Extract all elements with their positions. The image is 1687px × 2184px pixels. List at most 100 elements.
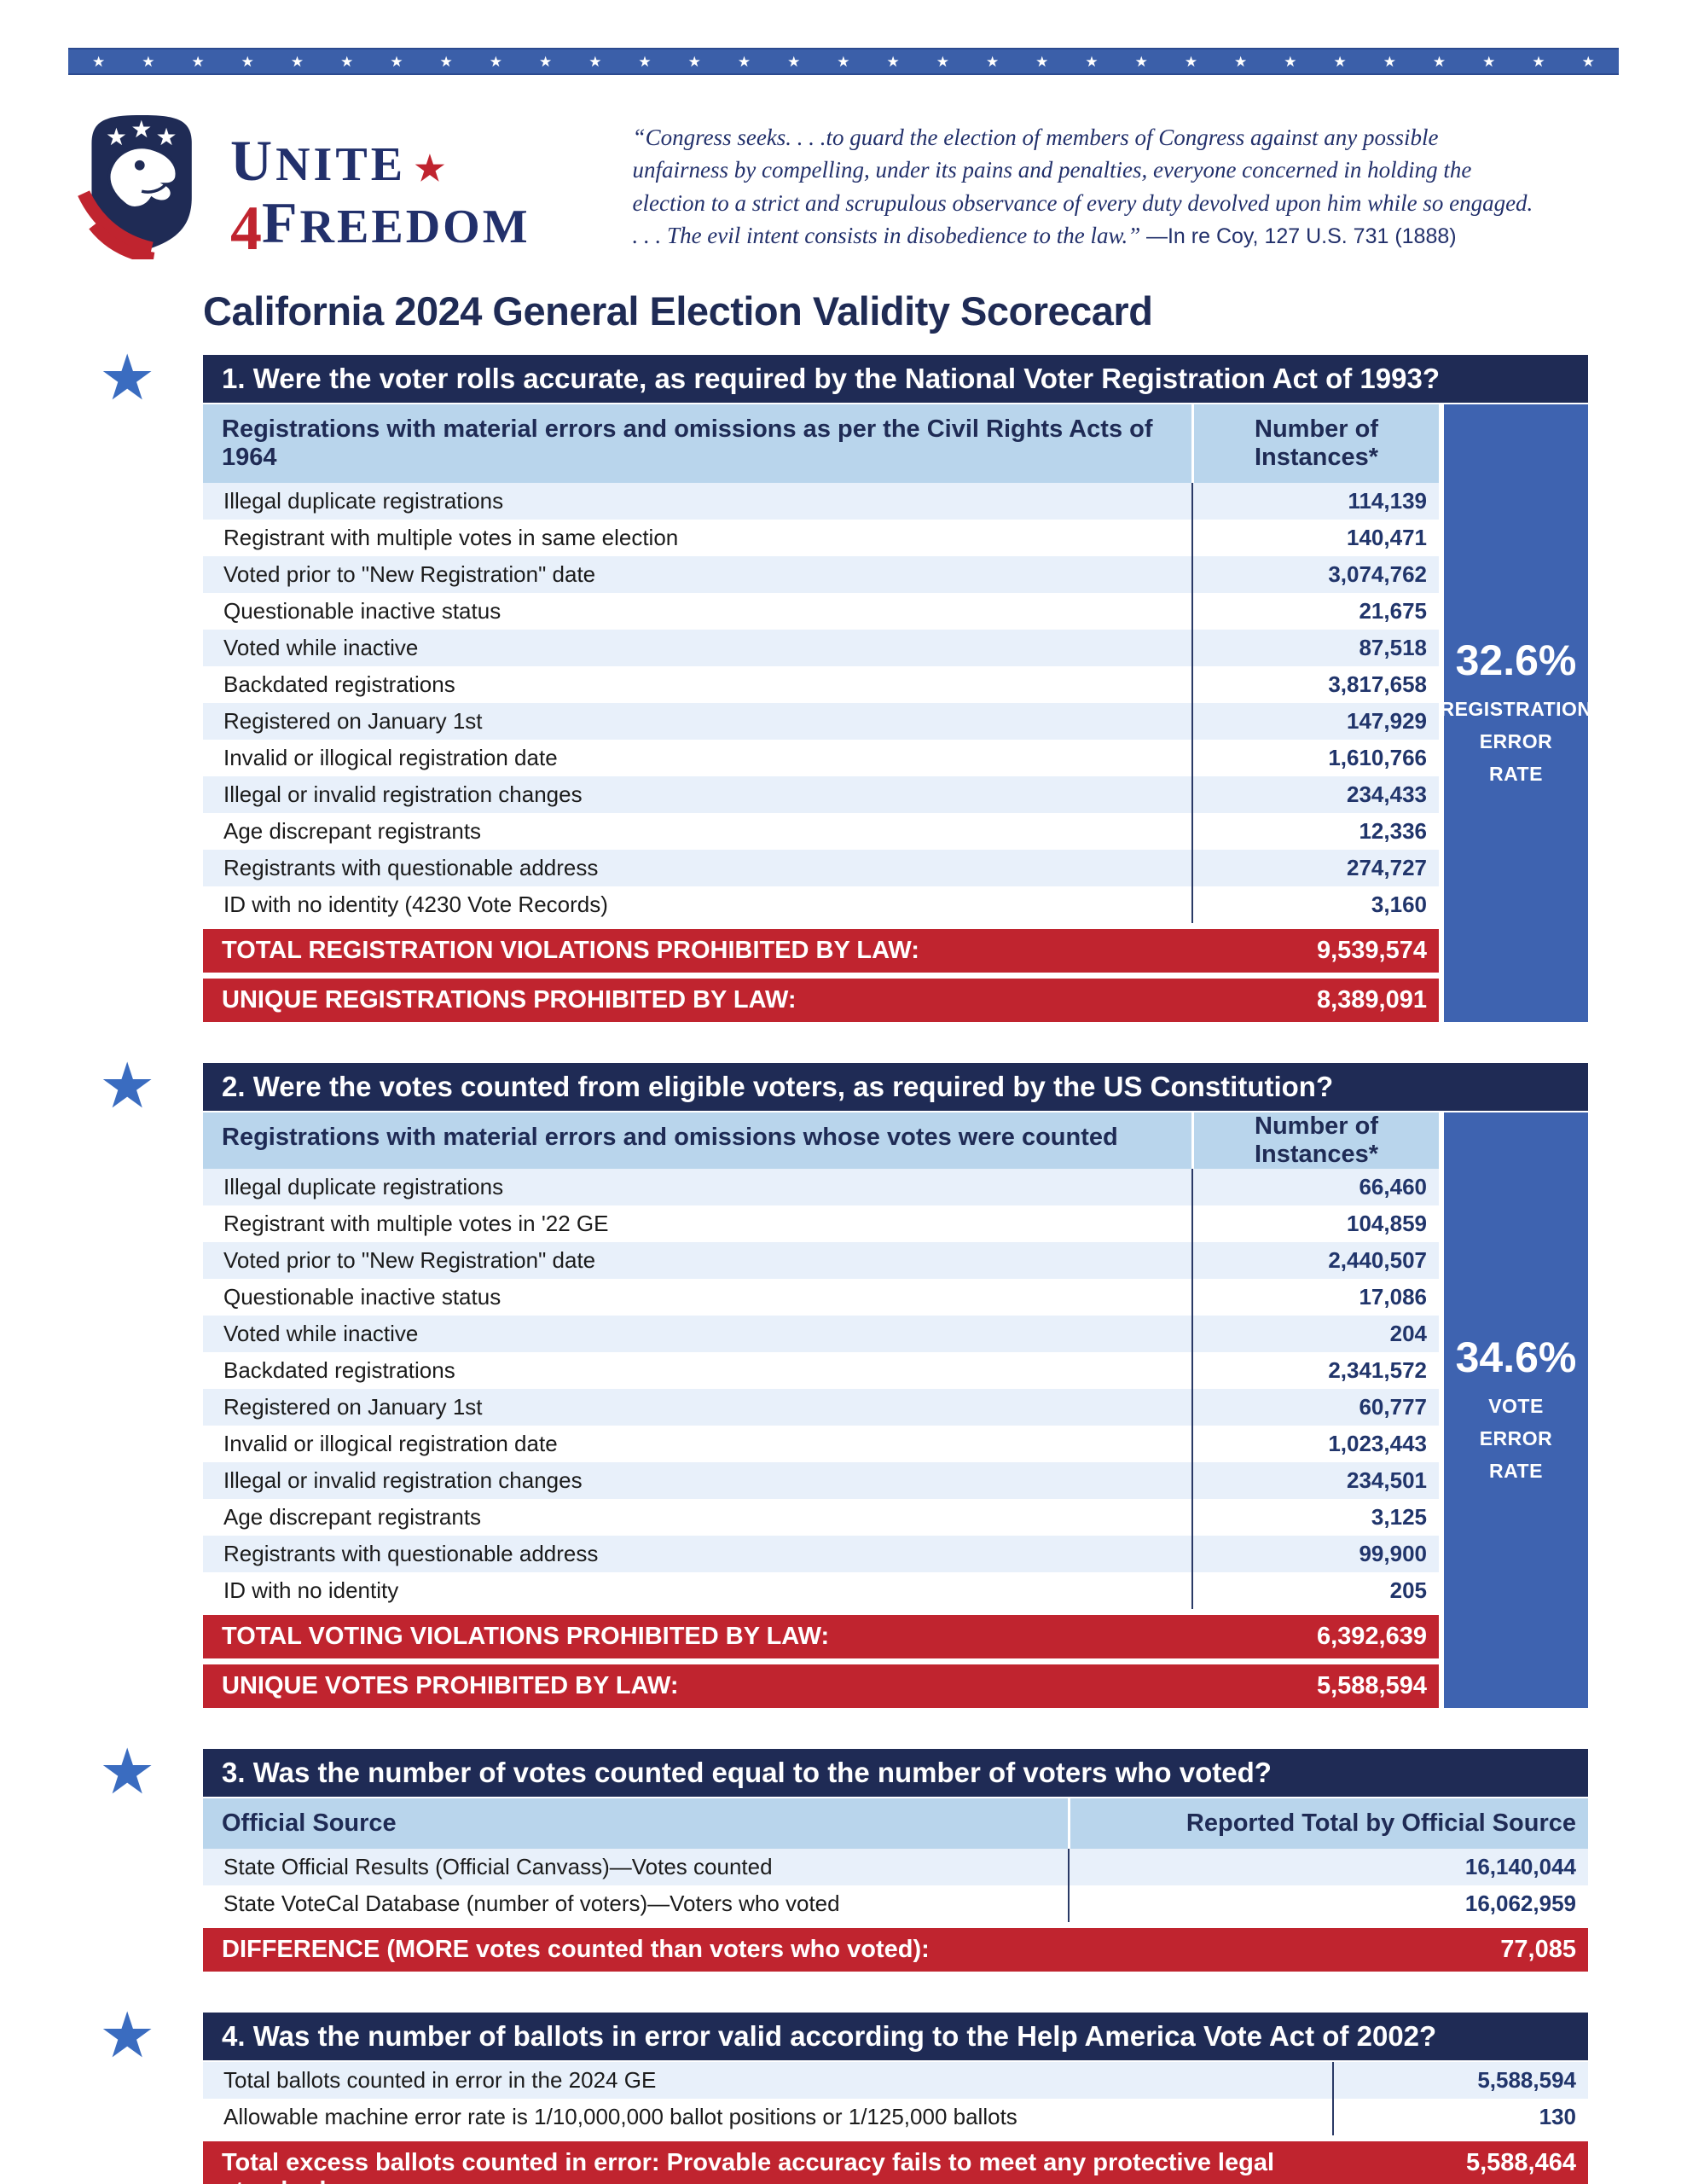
svg-text:★: ★ <box>106 124 127 150</box>
star-icon: ★ <box>687 53 701 70</box>
logo-digit-4: 4 <box>230 194 262 264</box>
logo-word-unite: Unite ★ <box>230 128 449 193</box>
row-label: Illegal or invalid registration changes <box>223 1467 583 1493</box>
table-row: State Official Results (Official Canvass… <box>203 1849 1588 1885</box>
svg-text:★: ★ <box>156 124 177 150</box>
star-icon: ★ <box>1383 53 1396 70</box>
table-row: Allowable machine error rate is 1/10,000… <box>203 2099 1588 2135</box>
table-row: ID with no identity 205 <box>203 1572 1439 1609</box>
star-icon: ★ <box>1432 53 1446 70</box>
badge-percent: 32.6% <box>1455 636 1577 685</box>
star-icon: ★ <box>1482 53 1496 70</box>
star-icon: ★ <box>241 53 254 70</box>
total-row: DIFFERENCE (MORE votes counted than vote… <box>203 1928 1588 1972</box>
row-value: 147,929 <box>1191 703 1439 740</box>
table-row: State VoteCal Database (number of voters… <box>203 1885 1588 1922</box>
row-value: 204 <box>1191 1316 1439 1352</box>
row-value: 114,139 <box>1191 483 1439 520</box>
row-value: 234,433 <box>1191 776 1439 813</box>
section-star-icon: ★ <box>99 342 156 413</box>
star-icon: ★ <box>191 53 205 70</box>
table-header: Registrations with material errors and o… <box>203 404 1439 483</box>
table-row: Age discrepant registrants 3,125 <box>203 1499 1439 1536</box>
star-icon: ★ <box>588 53 602 70</box>
table-row: Invalid or illogical registration date 1,… <box>203 740 1439 776</box>
row-label: Voted while inactive <box>223 635 419 660</box>
row-label: ID with no identity (4230 Vote Records) <box>223 892 608 917</box>
row-label: Allowable machine error rate is 1/10,000… <box>223 2104 1017 2129</box>
row-label: Illegal or invalid registration changes <box>223 781 583 807</box>
logo-word-4freedom: 4Freedom <box>230 190 530 264</box>
table-row: Registrant with multiple votes in '22 GE… <box>203 1205 1439 1242</box>
badge-percent: 34.6% <box>1455 1333 1577 1382</box>
section-3-heading: 3. Was the number of votes counted equal… <box>203 1749 1588 1797</box>
row-value: 3,160 <box>1191 886 1439 923</box>
column-header-left: Registrations with material errors and o… <box>222 1124 1118 1151</box>
row-value: 17,086 <box>1191 1279 1439 1316</box>
total-row-label: DIFFERENCE (MORE votes counted than vote… <box>222 1936 930 1963</box>
table-row: Voted while inactive 87,518 <box>203 630 1439 666</box>
unite4freedom-logo: ★ ★ ★ Unite ★ 4Freedom <box>75 109 530 265</box>
table-header: Official Source Reported Total by Offici… <box>203 1798 1588 1849</box>
table-row: Questionable inactive status 17,086 <box>203 1279 1439 1316</box>
column-header-left: Official Source <box>222 1809 397 1837</box>
star-icon: ★ <box>638 53 652 70</box>
scorecard-page: ★ ★ ★ ★ ★ ★ ★ ★ ★ ★ ★ ★ ★ ★ ★ ★ ★ ★ ★ ★ ★ ★ ★ ★ ★ ★ ★ ★ ★ ★ ★ ★ ★ ★ Un… <box>0 48 1687 2184</box>
row-value: 205 <box>1191 1572 1439 1609</box>
total-row-label: TOTAL REGISTRATION VIOLATIONS PROHIBITED… <box>222 937 919 964</box>
section-2-eligible-voters: ★ 2. Were the votes counted from eligibl… <box>99 1054 1588 1708</box>
table-row: Total ballots counted in error in the 20… <box>203 2062 1588 2099</box>
row-label: Questionable inactive status <box>223 1284 501 1310</box>
total-row-value: 6,392,639 <box>1316 1623 1427 1650</box>
total-row: TOTAL VOTING VIOLATIONS PROHIBITED BY LA… <box>203 1615 1439 1658</box>
star-icon: ★ <box>1035 53 1049 70</box>
page-title: California 2024 General Election Validit… <box>203 288 1153 334</box>
row-label: Backdated registrations <box>223 1357 455 1383</box>
section-1-heading: 1. Were the voter rolls accurate, as req… <box>203 355 1588 403</box>
section-1-voter-rolls: ★ 1. Were the voter rolls accurate, as r… <box>99 346 1591 1022</box>
row-value: 87,518 <box>1191 630 1439 666</box>
table-row: Illegal or invalid registration changes 2… <box>203 776 1439 813</box>
row-label: State VoteCal Database (number of voters… <box>223 1891 840 1916</box>
row-label: Invalid or illogical registration date <box>223 745 558 770</box>
table-row: ID with no identity (4230 Vote Records) 3… <box>203 886 1439 923</box>
star-icon: ★ <box>1333 53 1347 70</box>
row-value: 5,588,594 <box>1332 2062 1588 2099</box>
row-label: Age discrepant registrants <box>223 1504 482 1530</box>
table-row: Illegal duplicate registrations 66,460 <box>203 1169 1439 1205</box>
badge-line: VOTE <box>1488 1395 1544 1418</box>
row-value: 130 <box>1332 2099 1588 2135</box>
row-label: Registrants with questionable address <box>223 1541 599 1566</box>
row-value: 21,675 <box>1191 593 1439 630</box>
column-header-right: Number of Instances* <box>1191 404 1439 483</box>
row-label: Registered on January 1st <box>223 708 483 734</box>
section-4-heading: 4. Was the number of ballots in error va… <box>203 2013 1588 2060</box>
row-label: Voted while inactive <box>223 1321 419 1346</box>
section-4-ballots-in-error: ★ 4. Was the number of ballots in error … <box>99 2004 1588 2184</box>
row-label: Registrant with multiple votes in same e… <box>223 525 679 550</box>
column-header-right: Number of Instances* <box>1191 1112 1439 1169</box>
page-header: ★ ★ ★ Unite ★ 4Freedom “Congress seeks. .… <box>75 109 1619 265</box>
section-star-icon: ★ <box>99 1736 156 1807</box>
table-row: Voted prior to "New Registration" date 2,… <box>203 1242 1439 1279</box>
header-quote: “Congress seeks. . . .to guard the elect… <box>633 121 1537 265</box>
column-header-left: Registrations with material errors and o… <box>222 415 1153 471</box>
table-row: Registrant with multiple votes in same e… <box>203 520 1439 556</box>
total-row: TOTAL REGISTRATION VIOLATIONS PROHIBITED… <box>203 929 1439 973</box>
row-value: 3,074,762 <box>1191 556 1439 593</box>
section-3-table: Official Source Reported Total by Offici… <box>203 1798 1588 1972</box>
row-value: 1,023,443 <box>1191 1426 1439 1462</box>
row-value: 1,610,766 <box>1191 740 1439 776</box>
row-label: Total ballots counted in error in the 20… <box>223 2067 657 2093</box>
row-label: Questionable inactive status <box>223 598 501 624</box>
star-icon: ★ <box>142 53 155 70</box>
badge-line: RATE <box>1489 1459 1543 1482</box>
table-row: Registrants with questionable address 99,… <box>203 1536 1439 1572</box>
table-row: Registered on January 1st 147,929 <box>203 703 1439 740</box>
section-star-icon: ★ <box>99 1050 156 1121</box>
quote-body: “Congress seeks. . . .to guard the elect… <box>632 125 1533 248</box>
registration-error-rate-badge: 32.6% REGISTRATION ERROR RATE <box>1440 404 1591 1022</box>
column-header-right: Reported Total by Official Source <box>1068 1798 1588 1849</box>
badge-line: ERROR <box>1479 730 1553 753</box>
row-value: 3,817,658 <box>1191 666 1439 703</box>
